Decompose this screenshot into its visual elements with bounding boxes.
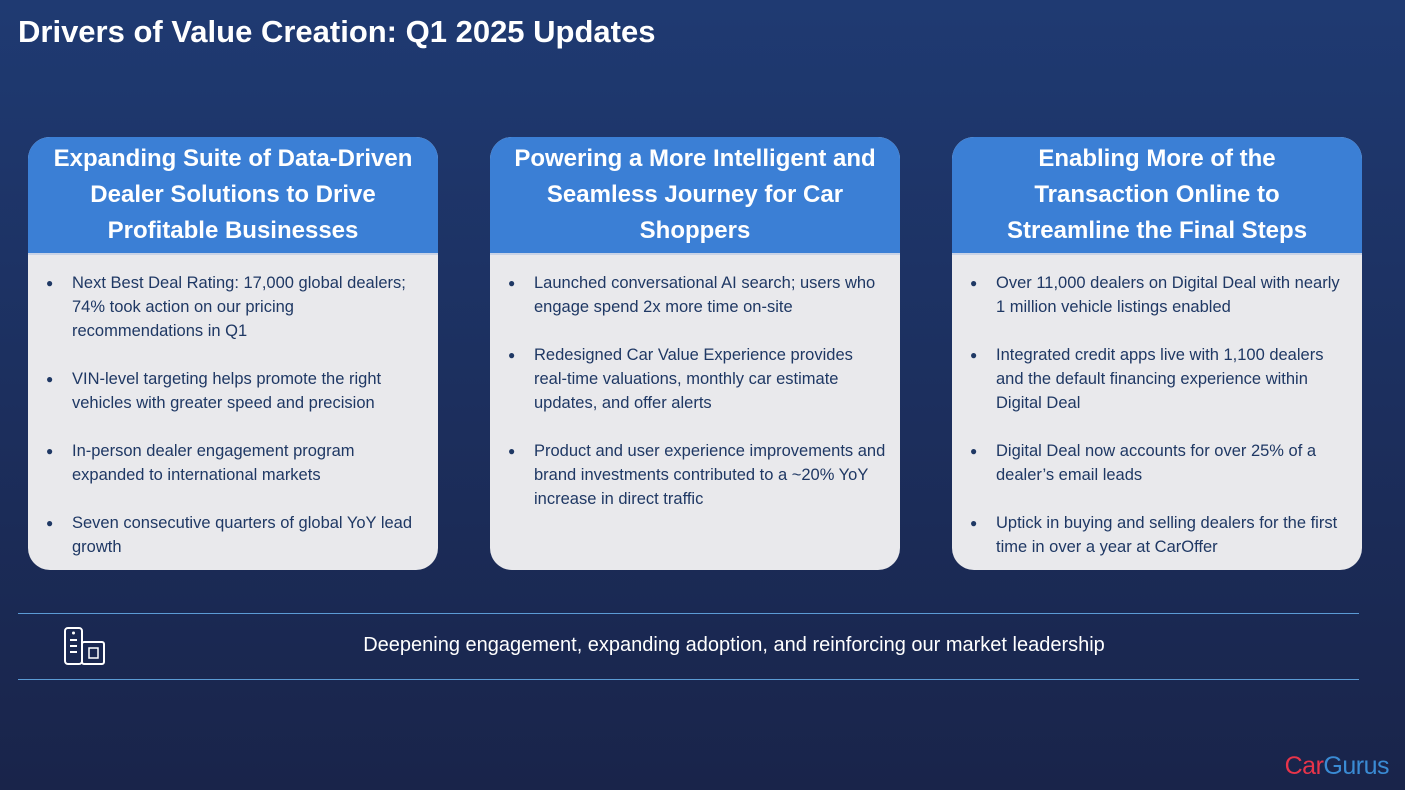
bullet: Next Best Deal Rating: 17,000 global dea… xyxy=(46,271,424,343)
logo-part: Gurus xyxy=(1323,752,1389,780)
bullet-list: Over 11,000 dealers on Digital Deal with… xyxy=(952,255,1362,559)
bullet: Over 11,000 dealers on Digital Deal with… xyxy=(970,271,1348,319)
slide-title: Drivers of Value Creation: Q1 2025 Updat… xyxy=(18,14,656,49)
bullet-list: Launched conversational AI search; users… xyxy=(490,255,900,511)
bullet: Seven consecutive quarters of global YoY… xyxy=(46,511,424,559)
logo: CarGurus xyxy=(1284,752,1390,781)
card-heading: Powering a More Intelligent and Seamless… xyxy=(490,137,900,255)
bullet-list: Next Best Deal Rating: 17,000 global dea… xyxy=(28,255,438,559)
card-heading: Enabling More of the Transaction Online … xyxy=(952,137,1362,255)
card: Enabling More of the Transaction Online … xyxy=(952,137,1362,570)
card: Powering a More Intelligent and Seamless… xyxy=(490,137,900,570)
bullet: Product and user experience improvements… xyxy=(508,439,886,511)
logo-part: Car xyxy=(1284,752,1324,780)
bullet: Launched conversational AI search; users… xyxy=(508,271,886,319)
divider xyxy=(18,679,1359,680)
bullet: Redesigned Car Value Experience provides… xyxy=(508,343,886,415)
bullet: Digital Deal now accounts for over 25% o… xyxy=(970,439,1348,487)
bullet: Uptick in buying and selling dealers for… xyxy=(970,511,1348,559)
bullet: In-person dealer engagement program expa… xyxy=(46,439,424,487)
card-heading: Expanding Suite of Data-Driven Dealer So… xyxy=(28,137,438,255)
card: Expanding Suite of Data-Driven Dealer So… xyxy=(28,137,438,570)
divider xyxy=(18,613,1359,614)
icon xyxy=(64,627,105,665)
tagline: Deepening engagement, expanding adoption… xyxy=(363,634,1105,656)
bullet: VIN-level targeting helps promote the ri… xyxy=(46,367,424,415)
bullet: Integrated credit apps live with 1,100 d… xyxy=(970,343,1348,415)
